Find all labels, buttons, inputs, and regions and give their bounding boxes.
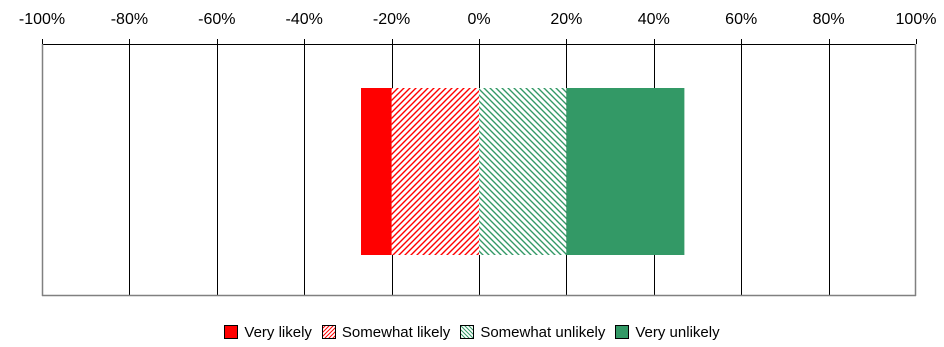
legend-label: Somewhat unlikely bbox=[480, 323, 606, 341]
legend-item: Very likely bbox=[224, 324, 312, 341]
bar-very-likely bbox=[361, 88, 392, 255]
x-tick-label: 100% bbox=[896, 11, 937, 28]
bar-somewhat-unlikely bbox=[479, 88, 567, 255]
legend-swatch bbox=[224, 325, 239, 339]
legend-item: Somewhat unlikely bbox=[460, 324, 605, 341]
x-tick-label: 0% bbox=[467, 11, 490, 28]
legend-swatch bbox=[321, 325, 336, 339]
legend-item: Very unlikely bbox=[615, 323, 720, 341]
x-tick-label: -40% bbox=[286, 11, 323, 28]
legend-swatch bbox=[615, 325, 630, 339]
x-tick-label: -20% bbox=[373, 11, 410, 28]
legend-item: Somewhat likely bbox=[321, 323, 451, 341]
legend-swatch bbox=[460, 325, 475, 339]
x-tick-label: 80% bbox=[813, 11, 845, 28]
x-tick-label: -80% bbox=[111, 11, 148, 28]
x-tick-label: 60% bbox=[725, 11, 757, 28]
legend-label: Very likely bbox=[244, 323, 312, 341]
legend-label: Somewhat likely bbox=[341, 323, 451, 341]
bar-somewhat-likely bbox=[391, 88, 479, 255]
legend-label: Very unlikely bbox=[635, 323, 720, 341]
bar-very-unlikely bbox=[566, 88, 685, 255]
x-tick-label: 40% bbox=[638, 11, 670, 28]
x-tick-label: 20% bbox=[550, 11, 582, 28]
bars bbox=[361, 88, 685, 255]
x-axis-ticks bbox=[42, 39, 917, 44]
x-axis-tick-labels: -100% -80% -60% -40% -20% 0% 20% 40% 60% 80% 100% bbox=[19, 11, 937, 28]
legend: Very likely Somewhat likely Somewhat unlik… bbox=[0, 320, 944, 344]
plot-frame bbox=[41, 44, 917, 297]
x-tick-label: -60% bbox=[198, 11, 235, 28]
x-tick-label: -100% bbox=[19, 11, 65, 28]
